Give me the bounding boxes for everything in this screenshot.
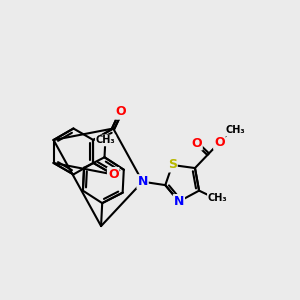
Text: CH₃: CH₃ (96, 136, 115, 146)
Text: O: O (191, 136, 202, 149)
Text: CH₃: CH₃ (225, 125, 245, 135)
Text: CH₃: CH₃ (208, 193, 227, 203)
Text: O: O (214, 136, 225, 149)
Text: O: O (116, 106, 126, 118)
Text: O: O (116, 106, 126, 118)
Text: S: S (168, 158, 177, 172)
Text: N: N (174, 195, 184, 208)
Text: O: O (108, 168, 119, 181)
Text: N: N (137, 175, 148, 188)
